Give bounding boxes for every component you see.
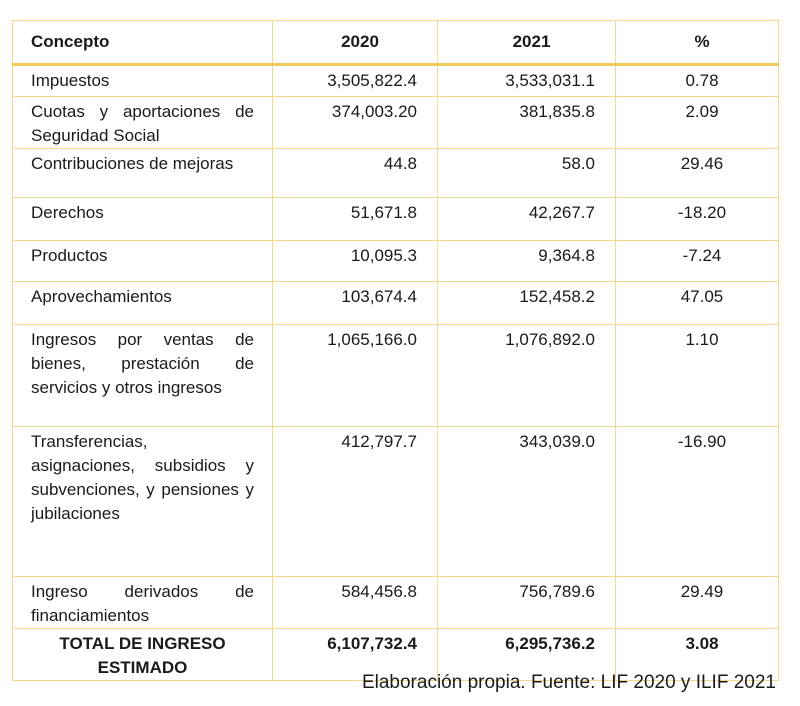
table-cell: 2.09 <box>615 96 779 149</box>
total-cell: 6,107,732.4 <box>272 628 438 681</box>
table-cell: 3,505,822.4 <box>272 64 438 97</box>
table-cell: 3,533,031.1 <box>437 64 616 97</box>
table-cell: Derechos <box>12 197 273 241</box>
table-row: Ingresos por ventas de bienes, prestació… <box>12 324 779 427</box>
table-cell: -16.90 <box>615 426 779 577</box>
total-cell: 6,295,736.2 <box>437 628 616 681</box>
table-cell: 51,671.8 <box>272 197 438 241</box>
table-cell: 412,797.7 <box>272 426 438 577</box>
table-cell: Impuestos <box>12 64 273 97</box>
table-row: Impuestos 3,505,822.4 3,533,031.1 0.78 <box>12 64 779 97</box>
table-header: Concepto 2020 2021% <box>12 20 779 65</box>
table-cell: -18.20 <box>615 197 779 241</box>
table-cell: 1,076,892.0 <box>437 324 616 427</box>
table-cell: 58.0 <box>437 148 616 198</box>
table-cell: Contribuciones de mejoras <box>12 148 273 198</box>
income-table: Concepto 2020 2021% Impuestos 3,505,822.4 3,… <box>12 20 779 681</box>
table-cell: Ingreso derivados de financiamientos <box>12 576 273 629</box>
table-cell: 0.78 <box>615 64 779 97</box>
table-cell: 584,456.8 <box>272 576 438 629</box>
table-cell: 152,458.2 <box>437 281 616 325</box>
total-cell: 3.08 <box>615 628 779 681</box>
table-cell: 381,835.8 <box>437 96 616 149</box>
table-cell: Cuotas y aportaciones de Seguridad Socia… <box>12 96 273 149</box>
header-cell: 2020 <box>272 20 438 65</box>
header-row: Concepto 2020 2021% <box>12 20 779 65</box>
table-cell: Ingresos por ventas de bienes, prestació… <box>12 324 273 427</box>
table-cell: 29.49 <box>615 576 779 629</box>
header-cell: 2021 <box>437 20 616 65</box>
table-cell: 10,095.3 <box>272 240 438 282</box>
table-cell: 374,003.20 <box>272 96 438 149</box>
table-row: Transferencias, asignaciones, subsidios … <box>12 426 779 577</box>
table-row: Ingreso derivados de financiamientos 584,… <box>12 576 779 629</box>
table-cell: 103,674.4 <box>272 281 438 325</box>
table-cell: 47.05 <box>615 281 779 325</box>
table-cell: 42,267.7 <box>437 197 616 241</box>
table-row: Productos 10,095.3 9,364.8 -7.24 <box>12 240 779 282</box>
total-row: TOTAL DE INGRESO ESTIMADO 6,107,732.4 6,29… <box>12 628 779 681</box>
table-row: Contribuciones de mejoras 44.8 58.0 29.46 <box>12 148 779 198</box>
header-cell: Concepto <box>12 20 273 65</box>
table-cell: Productos <box>12 240 273 282</box>
table-total: TOTAL DE INGRESO ESTIMADO 6,107,732.4 6,29… <box>12 628 779 681</box>
table-row: Derechos 51,671.8 42,267.7 -18.20 <box>12 197 779 241</box>
table-cell: Aprovechamientos <box>12 281 273 325</box>
header-cell: % <box>615 20 779 65</box>
table-cell: 756,789.6 <box>437 576 616 629</box>
table-cell: 29.46 <box>615 148 779 198</box>
table-cell: 9,364.8 <box>437 240 616 282</box>
table-cell: 1,065,166.0 <box>272 324 438 427</box>
table-row: Aprovechamientos 103,674.4 152,458.2 47.05 <box>12 281 779 325</box>
table-cell: 1.10 <box>615 324 779 427</box>
table-cell: 343,039.0 <box>437 426 616 577</box>
table-cell: -7.24 <box>615 240 779 282</box>
table-cell: 44.8 <box>272 148 438 198</box>
source-note: Elaboración propia. Fuente: LIF 2020 y I… <box>361 672 776 693</box>
table-cell: Transferencias, asignaciones, subsidios … <box>12 426 273 577</box>
total-cell: TOTAL DE INGRESO ESTIMADO <box>12 628 273 681</box>
table-row: Cuotas y aportaciones de Seguridad Socia… <box>12 96 779 149</box>
table-body: Impuestos 3,505,822.4 3,533,031.1 0.78 Cuota… <box>12 64 779 629</box>
